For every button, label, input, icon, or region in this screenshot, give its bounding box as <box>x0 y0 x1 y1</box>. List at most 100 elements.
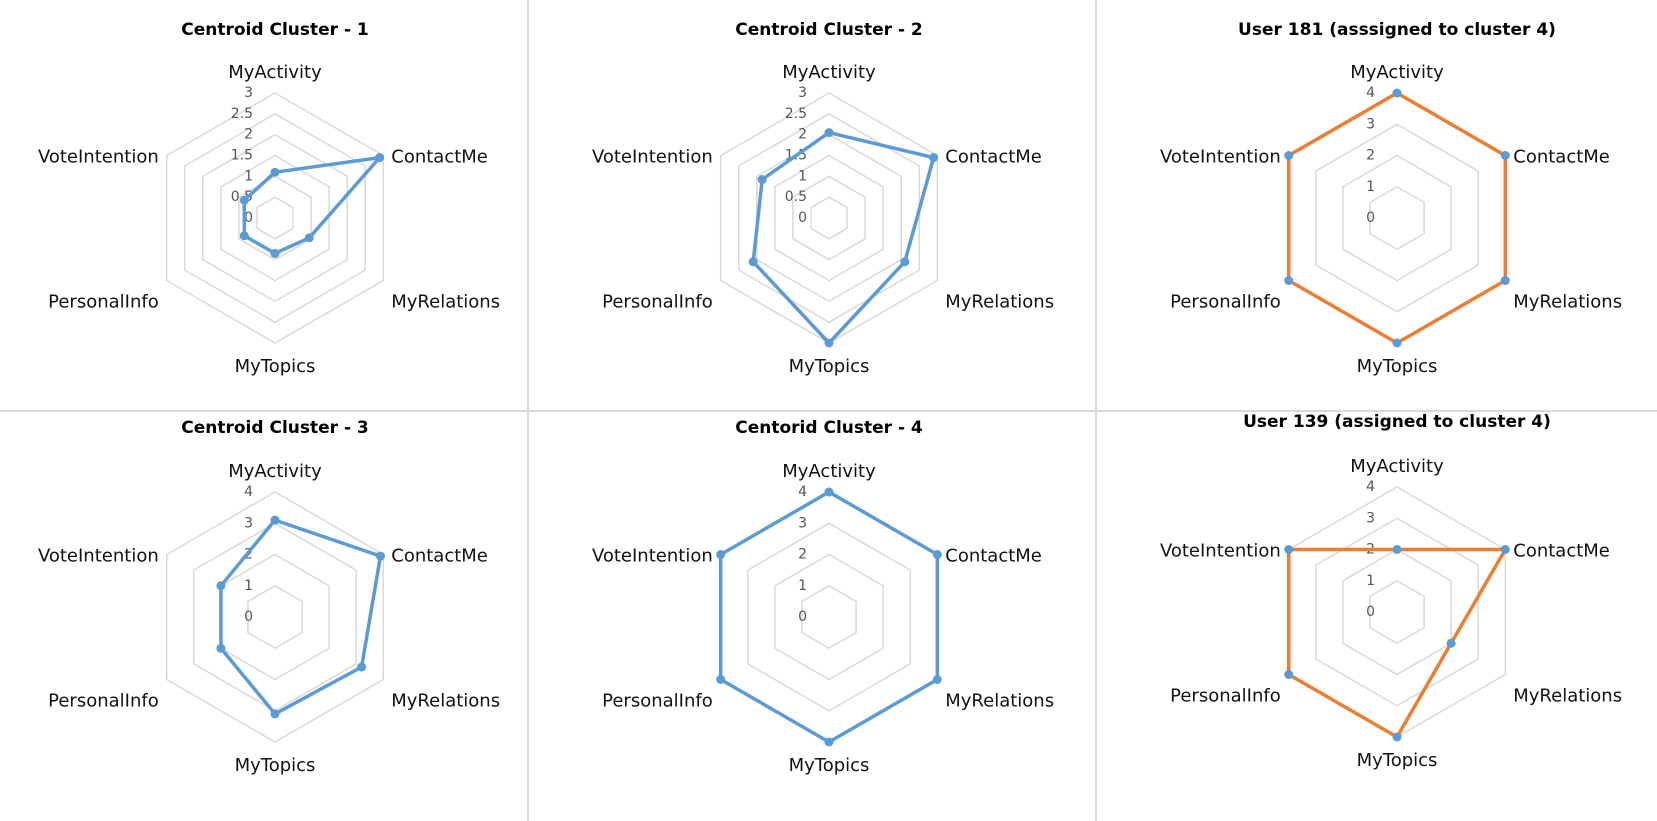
tick-label: 4 <box>1366 479 1375 495</box>
grid-ring <box>1287 486 1507 738</box>
axis-label-personalinfo: PersonalInfo <box>48 292 159 313</box>
data-point <box>932 675 942 684</box>
grid-ring <box>220 553 330 681</box>
axis-label-myrelations: MyRelations <box>945 292 1054 313</box>
data-point <box>239 231 249 241</box>
data-point <box>239 195 249 205</box>
grid-ring <box>801 584 857 650</box>
axis-label-mytopics: MyTopics <box>235 755 316 776</box>
tick-label: 4 <box>244 484 253 500</box>
chart-title: User 181 (asssigned to cluster 4) <box>1238 20 1556 40</box>
axis-label-contactme: ContactMe <box>945 147 1042 168</box>
axis-label-contactme: ContactMe <box>1513 147 1610 168</box>
tick-label: 0 <box>244 210 253 226</box>
data-point <box>376 551 385 561</box>
tick-label: 1 <box>798 168 807 184</box>
data-point <box>929 153 939 163</box>
series-line <box>1286 91 1508 345</box>
tick-label: 2 <box>798 547 807 563</box>
axis-label-voteintention: VoteIntention <box>38 546 159 567</box>
axis-label-myactivity: MyActivity <box>782 461 876 482</box>
axis-label-voteintention: VoteIntention <box>38 147 159 168</box>
tick-label: 3 <box>798 85 807 101</box>
data-point <box>1392 545 1402 554</box>
axis-label-mytopics: MyTopics <box>235 356 316 377</box>
horizontal-divider <box>0 410 1657 412</box>
radar-chart-centroid-cluster-4: Centorid Cluster - 4 0 1 2 3 4 MyActivity Conta… <box>529 412 1095 821</box>
grid-ring <box>165 92 385 344</box>
grid-ring <box>238 175 312 261</box>
axis-label-personalinfo: PersonalInfo <box>602 292 713 313</box>
data-point <box>1392 338 1402 348</box>
axis-label-myactivity: MyActivity <box>228 461 322 482</box>
tick-label: 0 <box>1366 604 1375 620</box>
radar-svg: Centroid Cluster - 301234MyActivityConta… <box>38 418 500 776</box>
grid-ring <box>747 522 911 712</box>
data-point <box>1284 276 1294 285</box>
data-point <box>216 643 226 653</box>
axis-label-myrelations: MyRelations <box>1513 686 1622 707</box>
axis-label-myactivity: MyActivity <box>1350 62 1444 83</box>
data-point <box>270 515 280 525</box>
tick-label: 4 <box>1366 85 1375 101</box>
axis-label-personalinfo: PersonalInfo <box>602 691 713 712</box>
tick-label: 1 <box>244 578 253 594</box>
tick-label: 0 <box>798 609 807 625</box>
tick-label: 3 <box>1366 510 1375 526</box>
tick-label: 2 <box>1366 148 1375 164</box>
series-line <box>718 490 940 744</box>
data-point <box>716 675 726 684</box>
tick-label: 0 <box>1366 210 1375 226</box>
data-point <box>1500 151 1510 160</box>
data-point <box>1500 545 1510 554</box>
axis-label-personalinfo: PersonalInfo <box>48 691 159 712</box>
axis-label-contactme: ContactMe <box>1513 541 1610 562</box>
data-point <box>1392 732 1402 742</box>
data-point <box>716 550 726 559</box>
grid-ring <box>738 112 920 324</box>
tick-label: 4 <box>798 484 807 500</box>
data-point <box>1500 276 1510 285</box>
axis-label-mytopics: MyTopics <box>1357 750 1438 771</box>
axis-label-voteintention: VoteIntention <box>1160 147 1281 168</box>
data-point <box>1392 88 1402 98</box>
axis-label-voteintention: VoteIntention <box>1160 541 1281 562</box>
radar-svg: User 139 (assigned to cluster 4)01234MyA… <box>1160 412 1622 771</box>
tick-label: 1.5 <box>231 148 253 164</box>
data-point <box>375 153 385 163</box>
radar-svg: User 181 (asssigned to cluster 4) 0 1 2 3 4 My… <box>1160 20 1622 377</box>
tick-label: 3 <box>244 515 253 531</box>
axis-label-voteintention: VoteIntention <box>592 147 713 168</box>
radar-svg: Centorid Cluster - 4 0 1 2 3 4 MyActivity Conta… <box>592 418 1054 776</box>
data-point <box>900 257 910 267</box>
grid-ring <box>756 133 902 303</box>
tick-label: 1 <box>1366 179 1375 195</box>
radar-chart-centroid-cluster-2: Centroid Cluster - 2 0 0.5 1 1.5 2 2.5 3 MyActiv… <box>529 0 1095 410</box>
data-point <box>270 709 280 719</box>
tick-label: 0 <box>244 609 253 625</box>
axis-label-contactme: ContactMe <box>391 546 488 567</box>
axis-label-mytopics: MyTopics <box>1357 356 1438 377</box>
chart-title: Centroid Cluster - 2 <box>735 20 923 40</box>
tick-label: 3 <box>1366 116 1375 132</box>
axis-label-contactme: ContactMe <box>391 147 488 168</box>
tick-label: 2.5 <box>785 106 807 122</box>
grid-ring <box>256 196 294 240</box>
radar-svg: Centroid Cluster - 200.511.522.53MyActiv… <box>592 20 1054 377</box>
axis-label-personalinfo: PersonalInfo <box>1170 292 1281 313</box>
data-point <box>1284 545 1294 554</box>
radar-chart-user-181: User 181 (asssigned to cluster 4) 0 1 2 3 4 My… <box>1097 0 1657 410</box>
grid-ring <box>1369 185 1425 251</box>
grid-ring <box>1315 517 1479 707</box>
axis-label-myrelations: MyRelations <box>945 691 1054 712</box>
radar-chart-centroid-cluster-3: Centroid Cluster - 3 0 1 2 3 4 MyActivity Conta… <box>0 412 527 821</box>
grid-ring <box>247 584 303 650</box>
tick-label: 3 <box>798 515 807 531</box>
chart-title: Centorid Cluster - 4 <box>735 418 923 438</box>
axis-label-myrelations: MyRelations <box>391 691 500 712</box>
data-point <box>270 167 280 177</box>
grid-ring <box>165 491 385 743</box>
grid-ring <box>202 133 348 303</box>
axis-label-myrelations: MyRelations <box>391 292 500 313</box>
data-point <box>1284 151 1294 160</box>
